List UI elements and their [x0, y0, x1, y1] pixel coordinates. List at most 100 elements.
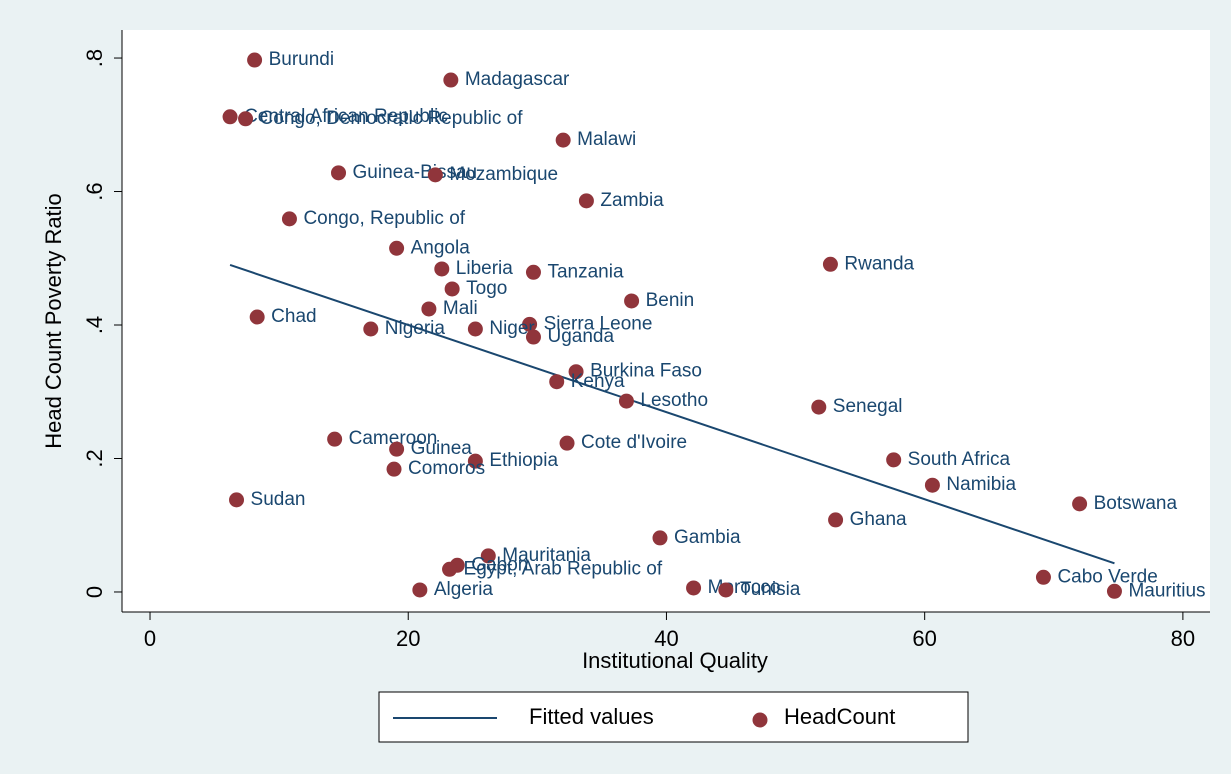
point-label: Rwanda [844, 253, 914, 274]
point [421, 301, 437, 317]
point [624, 293, 640, 309]
point [281, 211, 297, 227]
legend-label: HeadCount [784, 704, 895, 729]
point-label: Togo [466, 278, 507, 299]
point-label: Senegal [833, 396, 903, 417]
point [1035, 569, 1051, 585]
point [525, 264, 541, 280]
point-label: Tanzania [547, 261, 623, 282]
point-label: Ethiopia [489, 450, 558, 471]
point [222, 109, 238, 125]
point-label: Comoros [408, 458, 485, 479]
point [480, 548, 496, 564]
point-label: Sierra Leone [544, 313, 653, 334]
point [389, 441, 405, 457]
point [559, 435, 575, 451]
point [1072, 496, 1088, 512]
y-tick-label: .2 [82, 449, 107, 467]
point-label: Cote d'Ivoire [581, 432, 687, 453]
point [327, 431, 343, 447]
point [525, 329, 541, 345]
point-label: Central African Republic [244, 106, 448, 127]
point-label: Burkina Faso [590, 361, 702, 382]
point [238, 111, 254, 127]
point [389, 240, 405, 256]
point [811, 399, 827, 415]
point-label: South Africa [908, 449, 1011, 470]
point-label: Mauritius [1128, 580, 1205, 601]
point [444, 281, 460, 297]
point-label: Congo, Democratic Republic of [260, 108, 524, 129]
point [522, 316, 538, 332]
point-label: Sudan [251, 489, 306, 510]
legend-label: Fitted values [529, 704, 654, 729]
x-tick-label: 20 [396, 626, 420, 651]
point [924, 477, 940, 493]
point [442, 561, 458, 577]
point [578, 193, 594, 209]
point [467, 453, 483, 469]
point [1106, 583, 1122, 599]
point-label: Botswana [1094, 493, 1178, 514]
plot-area [122, 30, 1210, 612]
point-label: Guinea [411, 438, 473, 459]
point-label: Chad [271, 306, 316, 327]
point-label: Gambia [674, 527, 741, 548]
point [828, 512, 844, 528]
point-label: Burundi [269, 49, 335, 70]
point-label: Benin [646, 290, 695, 311]
point [229, 492, 245, 508]
point [434, 261, 450, 277]
point [412, 582, 428, 598]
point-label: Madagascar [465, 69, 570, 90]
point-label: Mali [443, 298, 478, 319]
point-label: Lesotho [640, 390, 708, 411]
point [555, 132, 571, 148]
point-label: Cameroon [349, 428, 438, 449]
y-axis-title: Head Count Poverty Ratio [41, 193, 66, 449]
point-label: Gabon [471, 554, 528, 575]
point-label: Liberia [456, 258, 513, 279]
point-label: Congo, Republic of [303, 208, 465, 229]
point [568, 364, 584, 380]
point-label: Niger [489, 318, 535, 339]
point [363, 321, 379, 337]
point [686, 580, 702, 596]
point [443, 72, 459, 88]
point [386, 461, 402, 477]
x-tick-label: 40 [654, 626, 678, 651]
point-label: Malawi [577, 129, 636, 150]
y-tick-label: .6 [82, 182, 107, 200]
point-label: Tunisia [740, 579, 801, 600]
point [718, 582, 734, 598]
point-label: Ghana [850, 509, 907, 530]
point-label: Zambia [600, 190, 664, 211]
y-tick-label: .8 [82, 49, 107, 67]
point-label: Mauritania [502, 545, 591, 566]
point [618, 393, 634, 409]
point [886, 452, 902, 468]
point [249, 309, 265, 325]
point [247, 52, 263, 68]
point-label: Egypt, Arab Republic of [464, 558, 663, 579]
y-tick-label: .4 [82, 316, 107, 334]
point [467, 321, 483, 337]
x-tick-label: 0 [144, 626, 156, 651]
x-tick-label: 80 [1171, 626, 1195, 651]
point-label: Cabo Verde [1057, 566, 1157, 587]
point-label: Mozambique [449, 164, 558, 185]
point [549, 374, 565, 390]
y-tick-label: 0 [82, 586, 107, 598]
point-label: Uganda [547, 326, 614, 347]
fit-line [229, 263, 1115, 565]
point-label: Nigeria [385, 318, 446, 339]
point-label: Algeria [434, 579, 494, 600]
x-tick-label: 60 [912, 626, 936, 651]
point-label: Guinea-Bissau [353, 162, 478, 183]
point [331, 165, 347, 181]
point [427, 167, 443, 183]
point-label: Namibia [946, 474, 1016, 495]
point [822, 256, 838, 272]
